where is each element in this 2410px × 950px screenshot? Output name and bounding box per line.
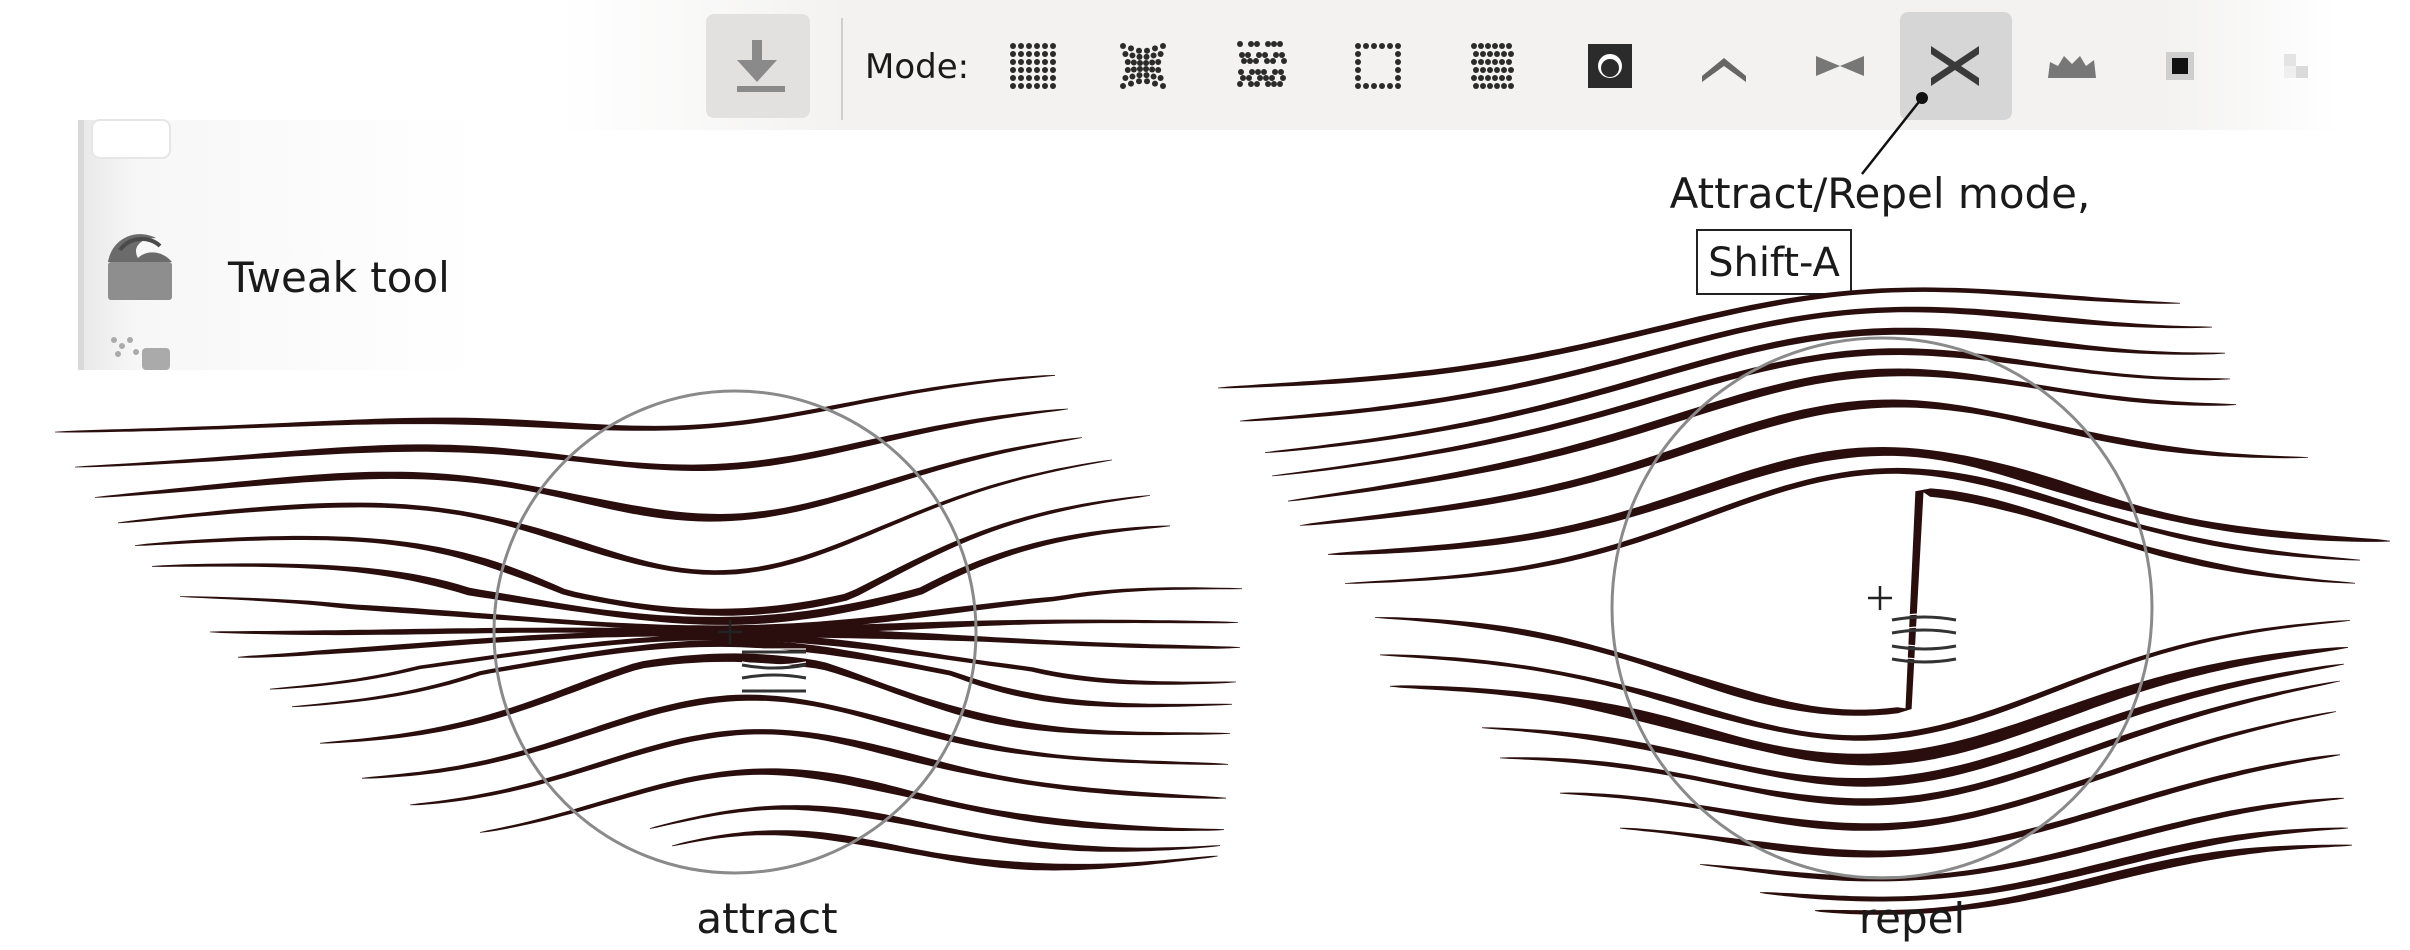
attract-stroke-14 [410, 729, 1226, 806]
attract-brush-circle [492, 389, 978, 875]
repel-stroke-3 [1265, 327, 2225, 453]
attract-stroke-11 [292, 639, 1232, 708]
repel-stroke-11 [1390, 647, 2348, 766]
attract-cursor-icon [741, 648, 807, 693]
move-in-out-mode-icon[interactable] [1120, 43, 1166, 89]
shrink-grow-mode-icon[interactable] [1816, 56, 1864, 76]
attract-label: attract [696, 894, 837, 943]
attract-stroke-10 [270, 633, 1236, 690]
push-mode-icon[interactable] [1702, 58, 1746, 82]
repel-label: repel [1859, 894, 1965, 943]
repel-stroke-5 [1288, 368, 2236, 502]
attract-stroke-16 [649, 805, 1220, 852]
mode-label: Mode: [865, 47, 969, 87]
attract-stroke-8 [210, 619, 1238, 636]
toolbox: Tweak tool [78, 119, 478, 370]
scale-mode-icon[interactable] [1355, 43, 1401, 89]
tweak-wave-icon[interactable] [108, 234, 172, 300]
repel-stroke-15 [1620, 754, 2340, 858]
shortcut-box [1696, 229, 1852, 295]
attract-repel-mode-icon[interactable] [1931, 46, 1979, 86]
repel-stroke-10 [1380, 620, 2350, 741]
repel-cursor-icon [1891, 613, 1957, 664]
toolbar: Mode: [560, 0, 2340, 130]
repel-panel: repel [1218, 287, 2390, 943]
attract-stroke-7 [180, 587, 1242, 632]
attract-stroke-1 [55, 375, 1055, 433]
callout-dot [1916, 92, 1928, 104]
repel-stroke-16 [1700, 797, 2344, 882]
attract-stroke-lines [55, 375, 1242, 871]
attract-panel: attract [55, 375, 1242, 943]
attract-crosshair [718, 620, 742, 644]
repel-crosshair [1868, 586, 1892, 610]
jitter-color-mode-icon[interactable] [2284, 54, 2308, 78]
callout: Attract/Repel mode, Shift-A [1670, 92, 2091, 295]
duplicate-mode-icon[interactable] [1588, 44, 1632, 88]
repel-stroke-17 [1760, 827, 2348, 902]
repel-stroke-12 [1482, 663, 2345, 787]
spray-tool-icon [111, 337, 170, 370]
paint-color-mode-icon[interactable] [2166, 52, 2194, 80]
repel-brush-circle [1610, 336, 2154, 880]
callout-text: Attract/Repel mode, [1670, 169, 2091, 218]
repel-stroke-lines [1218, 287, 2390, 915]
repel-stroke-1 [1218, 287, 2180, 389]
download-icon [737, 40, 785, 92]
move-jitter-mode-icon[interactable] [1237, 41, 1287, 87]
rotate-mode-icon[interactable] [1471, 43, 1514, 89]
move-mode-icon[interactable] [1010, 43, 1056, 89]
repel-stroke-4 [1272, 348, 2230, 477]
repel-stroke-6 [1300, 399, 2308, 526]
attract-stroke-15 [479, 768, 1224, 833]
roughen-mode-icon[interactable] [2048, 56, 2096, 78]
attract-stroke-2 [75, 408, 1068, 471]
attract-stroke-17 [671, 830, 1218, 871]
repel-stroke-2 [1240, 306, 2212, 422]
attract-stroke-13 [362, 694, 1228, 779]
tweak-tool-label: Tweak tool [227, 253, 450, 302]
shortcut-key: Shift-A [1708, 240, 1840, 286]
attract-stroke-12 [320, 653, 1230, 744]
attract-stroke-3 [95, 437, 1083, 522]
